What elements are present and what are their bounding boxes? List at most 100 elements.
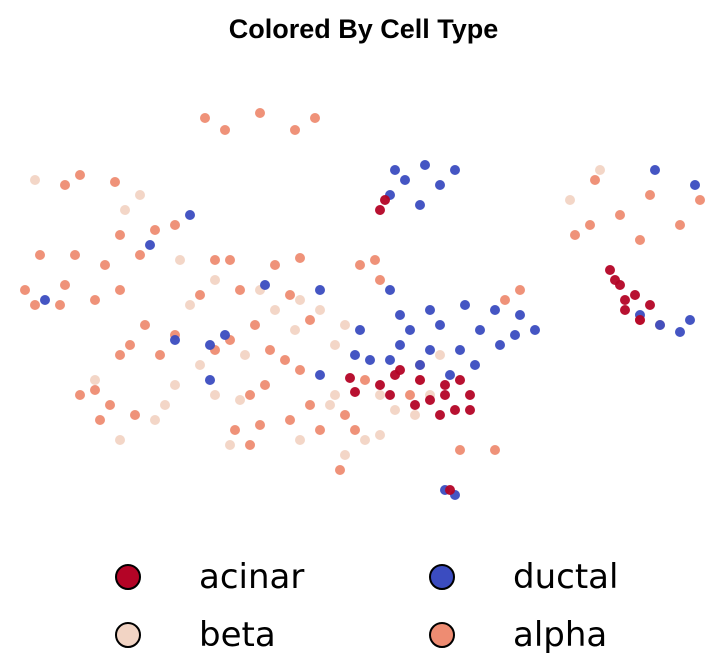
- point-alpha-8: [590, 175, 600, 185]
- point-alpha-64: [340, 410, 350, 420]
- point-alpha-50: [245, 390, 255, 400]
- point-beta-21: [390, 405, 400, 415]
- series-acinar-points: [345, 195, 655, 495]
- point-alpha-40: [140, 320, 150, 330]
- point-ductal-29: [650, 165, 660, 175]
- point-alpha-62: [305, 400, 315, 410]
- point-alpha-19: [35, 250, 45, 260]
- series-ductal-points: [40, 160, 700, 500]
- point-ductal-26: [655, 320, 665, 330]
- point-acinar-25: [350, 387, 360, 397]
- legend-item-ductal: ductal: [429, 557, 618, 597]
- point-alpha-65: [360, 375, 370, 385]
- point-alpha-6: [110, 177, 120, 187]
- point-ductal-22: [445, 370, 455, 380]
- point-ductal-37: [170, 335, 180, 345]
- point-alpha-9: [645, 190, 655, 200]
- legend-label-beta: beta: [199, 615, 276, 655]
- point-alpha-42: [125, 340, 135, 350]
- point-ductal-4: [435, 180, 445, 190]
- point-beta-31: [210, 275, 220, 285]
- point-ductal-40: [315, 370, 325, 380]
- point-beta-13: [160, 400, 170, 410]
- point-ductal-38: [355, 325, 365, 335]
- point-beta-33: [290, 325, 300, 335]
- point-ductal-14: [475, 325, 485, 335]
- point-acinar-18: [465, 405, 475, 415]
- point-ductal-36: [205, 340, 215, 350]
- point-beta-22: [375, 390, 385, 400]
- series-beta-points: [30, 165, 605, 460]
- point-ductal-20: [495, 340, 505, 350]
- point-ductal-16: [530, 325, 540, 335]
- point-alpha-12: [675, 220, 685, 230]
- point-beta-15: [150, 415, 160, 425]
- point-alpha-58: [230, 425, 240, 435]
- point-beta-14: [90, 375, 100, 385]
- point-alpha-56: [130, 410, 140, 420]
- legend-marker-beta: [115, 622, 141, 648]
- point-ductal-44: [40, 295, 50, 305]
- point-acinar-5: [645, 300, 655, 310]
- point-alpha-15: [570, 230, 580, 240]
- point-beta-5: [315, 305, 325, 315]
- point-beta-1: [135, 190, 145, 200]
- legend-marker-ductal: [429, 564, 455, 590]
- point-acinar-14: [425, 395, 435, 405]
- point-ductal-17: [395, 340, 405, 350]
- point-alpha-52: [280, 355, 290, 365]
- point-alpha-38: [355, 260, 365, 270]
- point-ductal-1: [420, 160, 430, 170]
- point-ductal-7: [395, 310, 405, 320]
- point-alpha-45: [250, 320, 260, 330]
- point-ductal-3: [400, 175, 410, 185]
- point-alpha-53: [90, 385, 100, 395]
- point-beta-17: [330, 390, 340, 400]
- point-alpha-18: [170, 220, 180, 230]
- point-beta-27: [270, 305, 280, 315]
- point-alpha-27: [90, 295, 100, 305]
- point-beta-10: [235, 395, 245, 405]
- point-alpha-68: [500, 295, 510, 305]
- point-acinar-17: [435, 410, 445, 420]
- point-acinar-4: [630, 290, 640, 300]
- point-acinar-24: [345, 373, 355, 383]
- chart-title: Colored By Cell Type: [228, 14, 499, 44]
- point-beta-7: [330, 340, 340, 350]
- point-beta-29: [595, 165, 605, 175]
- legend-label-ductal: ductal: [513, 557, 619, 597]
- point-beta-25: [410, 410, 420, 420]
- point-alpha-63: [315, 425, 325, 435]
- point-alpha-29: [225, 255, 235, 265]
- point-alpha-13: [585, 220, 595, 230]
- point-alpha-75: [405, 390, 415, 400]
- point-acinar-22: [455, 375, 465, 385]
- point-acinar-3: [620, 295, 630, 305]
- point-ductal-12: [405, 325, 415, 335]
- point-alpha-44: [115, 350, 125, 360]
- point-alpha-21: [100, 260, 110, 270]
- point-ductal-39: [365, 355, 375, 365]
- point-beta-32: [185, 300, 195, 310]
- point-ductal-45: [260, 280, 270, 290]
- point-ductal-43: [315, 285, 325, 295]
- point-alpha-57: [95, 415, 105, 425]
- point-alpha-11: [615, 210, 625, 220]
- point-beta-3: [175, 255, 185, 265]
- point-beta-16: [115, 435, 125, 445]
- point-alpha-36: [305, 315, 315, 325]
- legend-marker-alpha: [429, 622, 455, 648]
- point-acinar-16: [410, 400, 420, 410]
- point-alpha-4: [290, 125, 300, 135]
- point-beta-20: [375, 430, 385, 440]
- point-alpha-54: [75, 390, 85, 400]
- scatter-plot: [20, 108, 705, 500]
- point-ductal-41: [350, 350, 360, 360]
- point-alpha-67: [335, 465, 345, 475]
- point-alpha-7: [60, 180, 70, 190]
- point-beta-18: [325, 400, 335, 410]
- legend-label-alpha: alpha: [513, 615, 608, 655]
- point-alpha-30: [270, 260, 280, 270]
- point-alpha-10: [695, 195, 705, 205]
- point-beta-35: [295, 435, 305, 445]
